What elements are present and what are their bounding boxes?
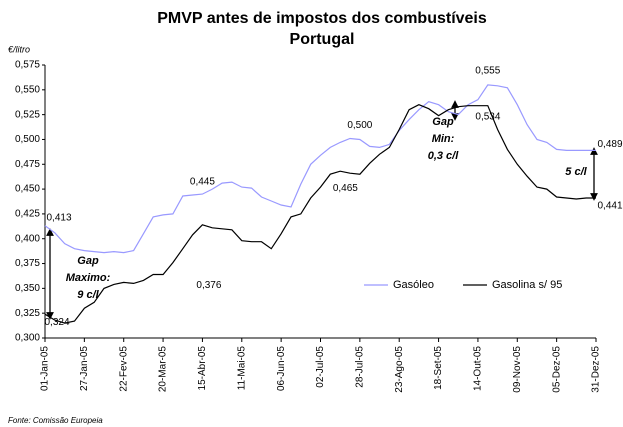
annotation: 0,3 c/l (428, 150, 460, 162)
annotation: Gap (432, 116, 454, 128)
y-tick-label: 0,300 (15, 333, 40, 344)
y-tick-label: 0,550 (15, 84, 40, 95)
annotation: 5 c/l (565, 166, 587, 178)
x-tick-label: 20-Mar-05 (158, 346, 169, 393)
x-tick-label: 05-Dez-05 (551, 346, 562, 393)
y-tick-label: 0,350 (15, 283, 40, 294)
annotation: Gap (77, 255, 99, 267)
data-label: 0,534 (475, 111, 500, 122)
y-tick-label: 0,375 (15, 258, 40, 269)
data-label: 0,445 (190, 177, 215, 188)
legend-label: Gasóleo (393, 279, 434, 291)
chart-subtitle: Portugal (290, 31, 355, 48)
legend-label: Gasolina s/ 95 (492, 279, 562, 291)
data-label: 0,376 (196, 280, 221, 291)
x-tick-label: 22-Fev-05 (118, 346, 129, 392)
source: Fonte: Comissão Europeia (8, 416, 103, 425)
y-tick-label: 0,500 (15, 134, 40, 145)
x-tick-label: 11-Mai-05 (236, 346, 247, 391)
series-line (44, 104, 596, 324)
y-tick-label: 0,475 (15, 159, 40, 170)
annotation: Min: (432, 133, 455, 145)
x-tick-label: 14-Out-05 (473, 346, 484, 391)
annotation: 9 c/l (77, 289, 99, 301)
y-tick-label: 0,400 (15, 233, 40, 244)
x-tick-label: 18-Set-05 (433, 346, 444, 390)
x-tick-label: 09-Nov-05 (512, 346, 523, 393)
y-tick-label: 0,525 (15, 109, 40, 120)
x-tick-label: 01-Jan-05 (40, 346, 51, 391)
x-tick-label: 02-Jul-05 (315, 346, 326, 388)
x-tick-label: 31-Dez-05 (591, 346, 602, 393)
annotation: Maximo: (66, 272, 111, 284)
y-tick-label: 0,425 (15, 209, 40, 220)
data-label: 0,465 (333, 183, 358, 194)
data-label: 0,441 (597, 201, 622, 212)
data-label: 0,413 (46, 212, 71, 223)
x-tick-label: 06-Jun-05 (276, 346, 287, 391)
y-tick-label: 0,450 (15, 184, 40, 195)
chart-title: PMVP antes de impostos dos combustíveis (157, 10, 487, 27)
data-label: 0,500 (347, 120, 372, 131)
y-tick-label: 0,575 (15, 60, 40, 71)
y-axis-label: €/litro (8, 44, 30, 54)
y-tick-label: 0,325 (15, 308, 40, 319)
x-tick-label: 28-Jul-05 (354, 346, 365, 388)
data-label: 0,555 (475, 65, 500, 76)
series-line (44, 84, 596, 254)
data-label: 0,324 (44, 317, 69, 328)
data-label: 0,489 (597, 139, 622, 150)
x-tick-label: 15-Abr-05 (197, 346, 208, 391)
x-tick-label: 27-Jan-05 (79, 346, 90, 391)
x-tick-label: 23-Ago-05 (394, 346, 405, 393)
